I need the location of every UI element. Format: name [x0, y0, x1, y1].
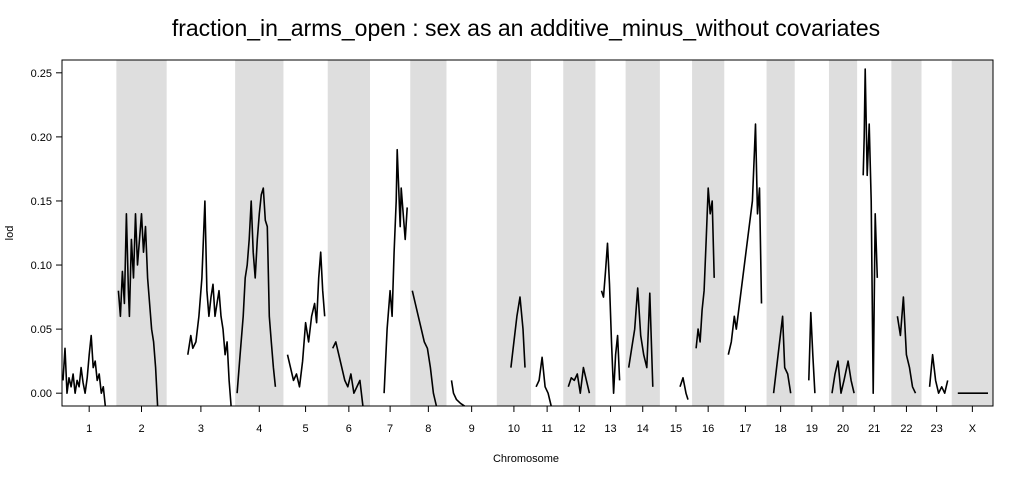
band-chr-X	[951, 60, 993, 406]
lod-line-chr-10	[510, 296, 526, 368]
band-chr-12	[563, 60, 596, 406]
x-tick-label-15: 15	[670, 423, 682, 435]
band-chr-20	[828, 60, 858, 406]
x-tick-label-3: 3	[198, 423, 204, 435]
lod-line-chr-3	[187, 200, 232, 407]
x-tick-label-11: 11	[541, 423, 552, 435]
lod-line-chr-1	[62, 334, 107, 407]
x-tick-label-20: 20	[837, 423, 849, 435]
band-chr-6	[327, 60, 370, 406]
x-tick-label-2: 2	[138, 423, 144, 435]
y-tick-label: 0.10	[31, 260, 52, 272]
lod-line-chr-18	[772, 315, 792, 394]
lod-line-chr-13	[600, 242, 621, 395]
x-tick-label-5: 5	[303, 423, 309, 435]
chromosome-bands	[116, 60, 993, 406]
y-axis: 0.00 0.05 0.10 0.15 0.20 0.25	[31, 68, 62, 400]
x-tick-label-1: 1	[86, 423, 92, 435]
x-axis-label: Chromosome	[493, 453, 559, 465]
x-tick-label-17: 17	[739, 423, 751, 435]
lod-line-chr-21	[862, 68, 879, 395]
x-tick-label-X: X	[969, 423, 977, 435]
band-chr-18	[766, 60, 795, 406]
x-tick-label-7: 7	[387, 423, 393, 435]
y-tick-label: 0.00	[31, 388, 52, 400]
x-tick-label-6: 6	[346, 423, 352, 435]
x-axis: 1 2 3 4 5 6 7 8 9 10 11 12 13 14 15 16 17 18 19 20 21 22 23 X	[86, 406, 977, 435]
lod-line-chr-9	[450, 380, 466, 407]
lod-line-chr-7	[383, 148, 408, 394]
plot-frame	[61, 59, 994, 407]
lod-line-chr-16	[695, 187, 715, 349]
lod-line-chr-22	[896, 296, 917, 394]
band-chr-4	[235, 60, 284, 406]
x-tick-label-4: 4	[256, 423, 262, 435]
x-tick-label-23: 23	[931, 423, 943, 435]
x-tick-label-16: 16	[702, 423, 714, 435]
lod-series	[62, 68, 988, 407]
lod-line-chr-12	[567, 366, 591, 395]
y-tick-label: 0.25	[31, 68, 52, 80]
x-tick-label-14: 14	[637, 423, 649, 435]
lod-line-chr-5	[286, 251, 326, 388]
band-chr-8	[410, 60, 447, 406]
x-tick-label-21: 21	[868, 423, 880, 435]
x-tick-label-8: 8	[425, 423, 431, 435]
lod-line-chr-20	[831, 360, 855, 395]
x-tick-label-22: 22	[900, 423, 912, 435]
band-chr-10	[496, 60, 532, 406]
lod-line-chr-14	[627, 287, 654, 387]
lod-line-chr-2	[117, 213, 159, 407]
lod-line-chr-8	[411, 290, 438, 407]
lod-line-chr-15	[679, 376, 689, 400]
band-chr-16	[692, 60, 725, 406]
chart-title: fraction_in_arms_open : sex as an additi…	[172, 15, 880, 41]
band-chr-2	[116, 60, 167, 406]
x-tick-label-18: 18	[775, 423, 787, 435]
y-tick-label: 0.15	[31, 196, 52, 208]
lod-line-chr-6	[331, 341, 364, 407]
y-tick-label: 0.05	[31, 324, 52, 336]
lod-line-chr-17	[727, 123, 763, 355]
lod-line-chr-4	[236, 187, 277, 394]
lod-line-chr-23	[928, 353, 949, 395]
x-tick-label-9: 9	[469, 423, 475, 435]
x-tick-label-13: 13	[604, 423, 616, 435]
lod-line-chr-19	[808, 311, 816, 394]
y-tick-label: 0.20	[31, 132, 52, 144]
lod-line-chr-11	[535, 356, 552, 407]
x-tick-label-12: 12	[573, 423, 585, 435]
x-tick-label-19: 19	[806, 423, 818, 435]
y-axis-label: lod	[4, 226, 16, 241]
x-tick-label-10: 10	[508, 423, 520, 435]
